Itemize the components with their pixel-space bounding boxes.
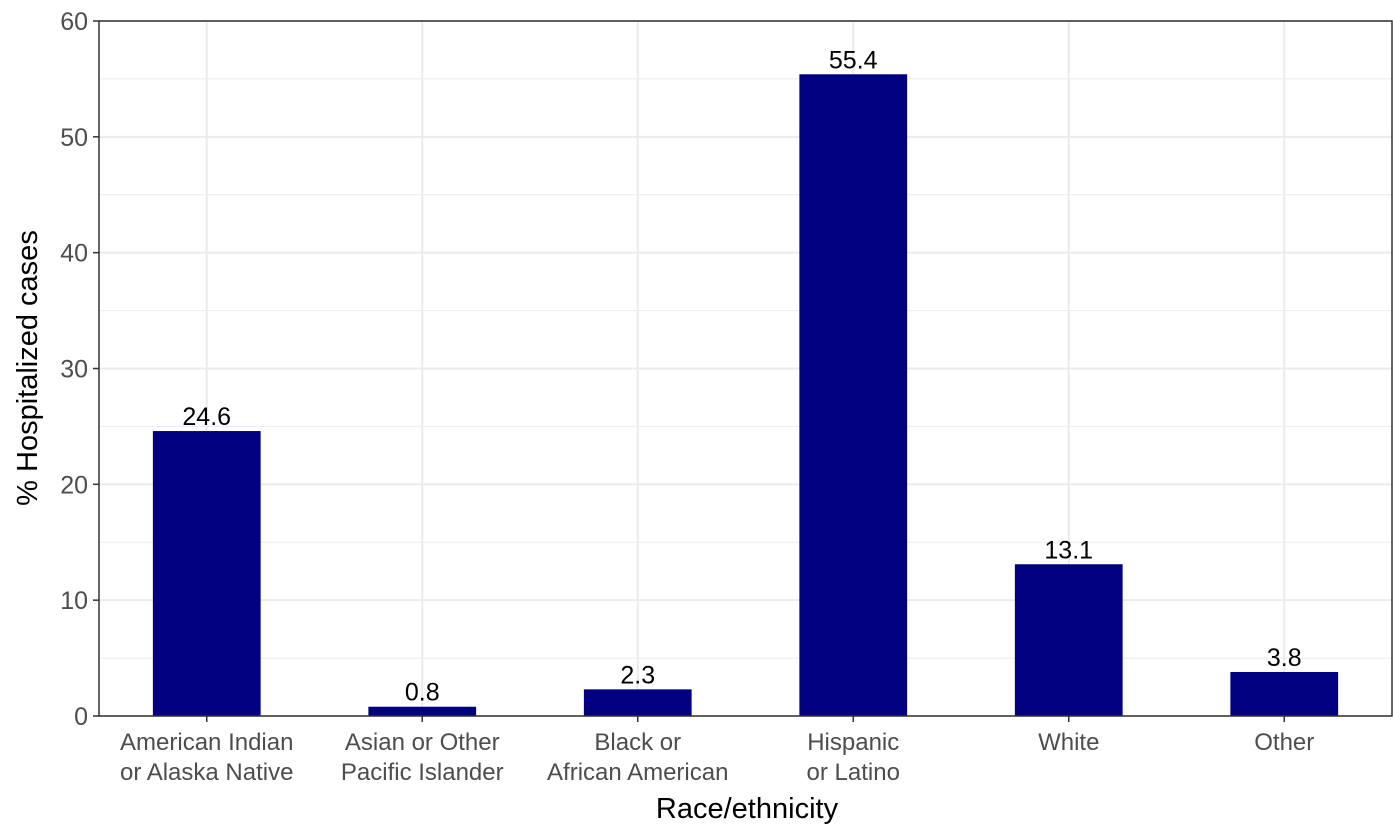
x-tick-label: American Indian or Alaska Native [120,729,293,786]
bar-value-label: 24.6 [182,403,231,431]
x-tick-label: Asian or Other Pacific Islander [341,729,504,786]
bar [583,689,692,716]
bar [1230,671,1339,716]
x-tick-label: Black or African American [547,729,728,786]
y-tick-label: 50 [60,124,88,152]
x-axis-ticks: American Indian or Alaska Native Asian or … [120,716,1314,786]
grid-lines [99,20,1392,717]
bar [799,74,908,717]
y-axis-title: % Hospitalized cases [12,230,44,506]
bar-value-label: 13.1 [1044,536,1093,564]
bar-value-label: 2.3 [620,661,655,689]
x-tick-label: Hispanic or Latino [807,729,900,786]
bar-value-labels: 24.6 0.8 2.3 55.4 13.1 3.8 [182,46,1301,706]
bar [152,431,261,716]
bars [152,74,1339,717]
y-tick-label: 30 [60,356,88,384]
y-tick-label: 20 [60,471,88,499]
bar-value-label: 55.4 [829,46,878,74]
bar [1014,564,1123,716]
y-tick-label: 0 [74,703,88,731]
x-axis-title: Race/ethnicity [656,793,839,825]
bar-value-label: 3.8 [1267,644,1302,672]
bar [368,706,477,716]
y-axis-ticks: 0 10 20 30 40 50 60 [60,8,99,731]
x-tick-label: Other [1254,729,1314,756]
y-tick-label: 40 [60,240,88,268]
y-tick-label: 60 [60,8,88,36]
x-tick-label: White [1038,729,1099,756]
bar-value-label: 0.8 [405,679,440,707]
y-tick-label: 10 [60,587,88,615]
